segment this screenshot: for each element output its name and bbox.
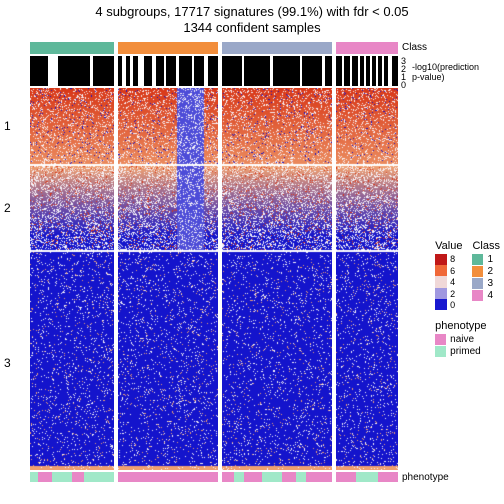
heatmap-canvas bbox=[118, 88, 218, 470]
title-line-2: 1344 confident samples bbox=[0, 20, 504, 35]
class-bar bbox=[336, 42, 398, 54]
pval-bar bbox=[30, 56, 114, 86]
column-group-4 bbox=[336, 42, 398, 482]
legend-value: Value86420 bbox=[435, 240, 462, 310]
phenotype-bar bbox=[222, 472, 332, 482]
phenotype-axis-label: phenotype bbox=[402, 472, 449, 483]
row-label-3: 3 bbox=[4, 356, 11, 370]
row-label-1: 1 bbox=[4, 119, 11, 133]
legend-phenotype: phenotypenaiveprimed bbox=[435, 320, 500, 357]
title-line-1: 4 subgroups, 17717 signatures (99.1%) wi… bbox=[0, 4, 504, 19]
legend-class: Class1234 bbox=[472, 240, 500, 310]
column-group-1 bbox=[30, 42, 114, 482]
row-label-2: 2 bbox=[4, 201, 11, 215]
heatmap-canvas bbox=[30, 88, 114, 470]
legend-block: Value86420 Class1234 phenotypenaiveprimed bbox=[435, 240, 500, 358]
phenotype-bar bbox=[336, 472, 398, 482]
pval-tick: 0 bbox=[401, 80, 406, 90]
heatmap-canvas bbox=[222, 88, 332, 470]
column-group-2 bbox=[118, 42, 218, 482]
class-bar bbox=[118, 42, 218, 54]
heatmap-main bbox=[30, 42, 398, 482]
phenotype-bar bbox=[30, 472, 114, 482]
column-group-3 bbox=[222, 42, 332, 482]
class-bar bbox=[30, 42, 114, 54]
pval-bar bbox=[336, 56, 398, 86]
pval-bar bbox=[222, 56, 332, 86]
class-bar bbox=[222, 42, 332, 54]
class-axis-label: Class bbox=[402, 42, 427, 53]
heatmap-canvas bbox=[336, 88, 398, 470]
pval-axis-label: -log10(prediction p-value) bbox=[412, 62, 479, 82]
pval-bar bbox=[118, 56, 218, 86]
phenotype-bar bbox=[118, 472, 218, 482]
